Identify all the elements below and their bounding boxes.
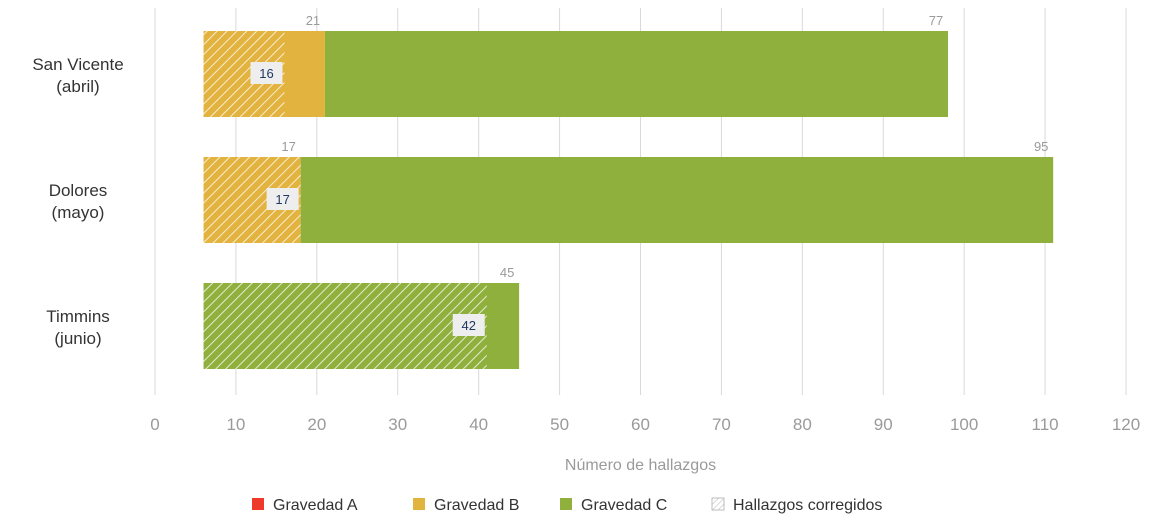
category-label: San Vicente (abril) <box>32 55 123 96</box>
legend-label: Hallazgos corregidos <box>733 497 882 514</box>
x-tick-label: 20 <box>307 415 326 434</box>
x-tick-label: 0 <box>150 415 159 434</box>
category-labels: San Vicente (abril) Dolores (mayo) Timmins (j… <box>32 55 123 348</box>
x-tick-label: 60 <box>631 415 650 434</box>
x-tick-label: 50 <box>550 415 569 434</box>
segment-total-label: 21 <box>306 13 320 28</box>
x-tick-label: 80 <box>793 415 812 434</box>
category-label: Dolores (mayo) <box>49 181 108 222</box>
legend-item: Gravedad C <box>560 497 667 514</box>
legend-label: Gravedad C <box>581 497 667 514</box>
corrected-value-label: 42 <box>462 318 476 333</box>
segment-total-label: 17 <box>281 139 295 154</box>
legend-swatch <box>413 498 425 510</box>
segment-total-label: 95 <box>1034 139 1048 154</box>
x-axis-title: Número de hallazgos <box>565 457 716 474</box>
x-tick-labels: 0 10 20 30 40 50 60 70 80 90 100 110 120 <box>150 415 1140 434</box>
legend-label: Gravedad B <box>434 497 519 514</box>
corrected-overlay <box>203 283 487 369</box>
corrected-value-label: 17 <box>275 192 289 207</box>
x-tick-label: 10 <box>226 415 245 434</box>
x-tick-label: 70 <box>712 415 731 434</box>
legend-swatch <box>560 498 572 510</box>
corrected-value-label: 16 <box>259 66 273 81</box>
data-labels: 16 21 77 17 17 95 42 45 <box>250 13 1048 336</box>
x-tick-label: 40 <box>469 415 488 434</box>
bars <box>203 31 1054 369</box>
bar-segment <box>300 157 1054 243</box>
corrected-label-box <box>250 62 283 84</box>
legend-label: Gravedad A <box>273 497 358 514</box>
segment-total-label: 77 <box>929 13 943 28</box>
legend: Gravedad A Gravedad B Gravedad C Hallazgos … <box>252 497 882 514</box>
corrected-label-box <box>266 188 299 210</box>
legend-item: Gravedad B <box>413 497 519 514</box>
x-tick-label: 90 <box>874 415 893 434</box>
segment-total-label: 45 <box>500 265 514 280</box>
legend-item: Gravedad A <box>252 497 358 514</box>
x-tick-label: 30 <box>388 415 407 434</box>
bar-segment <box>324 31 948 117</box>
legend-swatch <box>252 498 264 510</box>
category-label: Timmins (junio) <box>46 307 110 348</box>
legend-swatch-hatch <box>712 498 724 510</box>
x-tick-label: 120 <box>1112 415 1140 434</box>
x-tick-label: 100 <box>950 415 978 434</box>
legend-item: Hallazgos corregidos <box>711 497 882 514</box>
x-tick-label: 110 <box>1032 415 1059 434</box>
corrected-label-box <box>452 314 485 336</box>
